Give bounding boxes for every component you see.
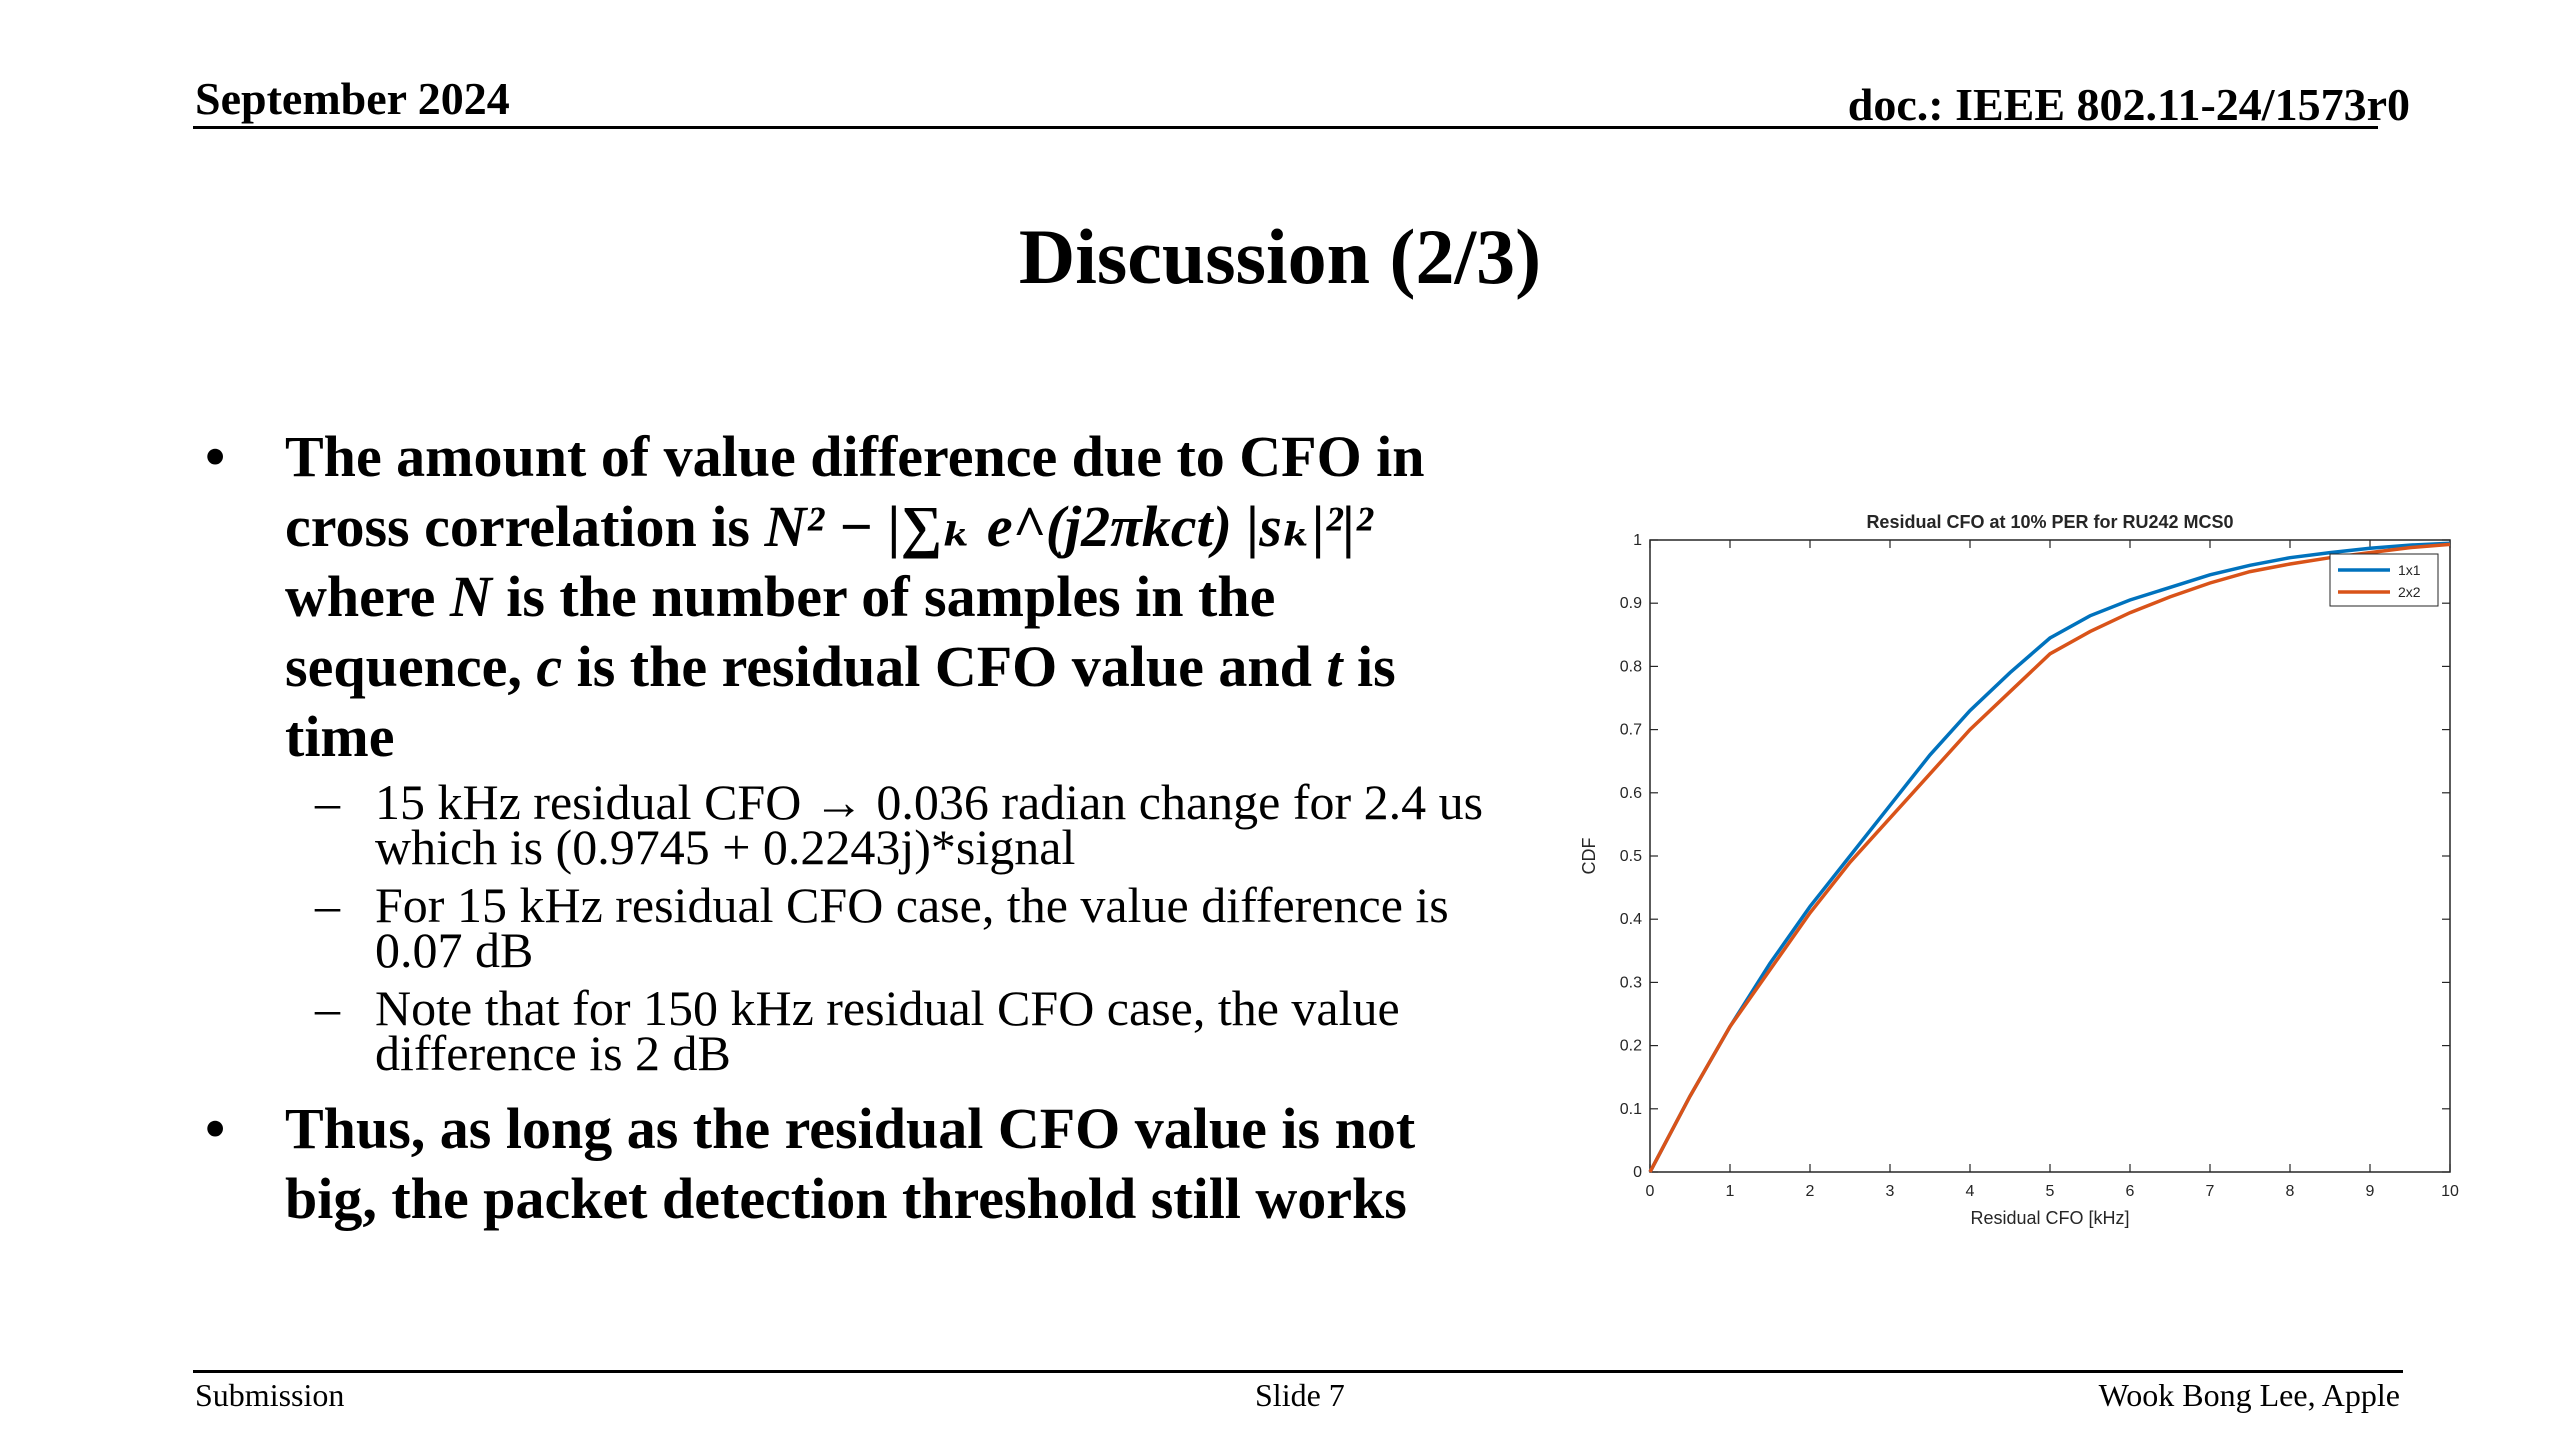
y-tick-label: 0.4 [1620, 911, 1642, 928]
y-tick-label: 0.7 [1620, 722, 1642, 739]
footer-author: Wook Bong Lee, Apple [2098, 1377, 2400, 1413]
bullet-1-var-t: t [1326, 634, 1343, 699]
bullet-dot: • [205, 1096, 226, 1161]
header-rule [193, 126, 2378, 129]
sub-bullet-2: – For 15 kHz residual CFO case, the value… [315, 877, 1505, 975]
x-tick-label: 2 [1806, 1183, 1815, 1200]
x-tick-label: 8 [2286, 1183, 2295, 1200]
chart-title: Residual CFO at 10% PER for RU242 MCS0 [1866, 512, 2233, 532]
slide-title: Discussion (2/3) [1018, 213, 1542, 300]
header-doc-id: doc.: IEEE 802.11-24/1573r0 [1847, 79, 2410, 130]
y-tick-label: 0.2 [1620, 1038, 1642, 1055]
bullet-1-var-c: c [536, 634, 563, 699]
bullet-2: • Thus, as long as the residual CFO valu… [205, 1094, 1505, 1234]
bullet-1-text: The amount of value difference due to CF… [285, 424, 1425, 559]
sub-bullet-2-text: For 15 kHz residual CFO case, the value … [375, 877, 1449, 978]
series-line-2x2 [1648, 542, 2451, 1173]
cdf-chart-svg: Residual CFO at 10% PER for RU242 MCS0 0 1… [1579, 512, 2459, 1228]
bullet-1-mid2: is the residual CFO value and [562, 634, 1327, 699]
x-tick-label: 1 [1726, 1183, 1735, 1200]
x-tick-label: 6 [2126, 1183, 2135, 1200]
y-tick-label: 0 [1633, 1164, 1642, 1181]
footer-slide-number: Slide 7 [1255, 1377, 1345, 1413]
bullet-1-where: where [285, 564, 450, 629]
sub-dash: – [315, 774, 340, 830]
y-tick-label: 0.9 [1620, 595, 1642, 612]
legend-label-2x2: 2x2 [2398, 584, 2421, 600]
y-axis-label: CDF [1579, 838, 1599, 875]
footer-rule [193, 1370, 2403, 1373]
x-tick-label: 9 [2366, 1183, 2375, 1200]
legend-box [2329, 553, 2439, 607]
sub-bullet-3: – Note that for 150 kHz residual CFO case… [315, 980, 1505, 1078]
sub-dash: – [315, 980, 340, 1036]
y-tick-label: 0.3 [1620, 974, 1642, 991]
footer-submission: Submission [195, 1377, 345, 1413]
x-tick-label: 10 [2441, 1183, 2459, 1200]
sub-bullet-list: –15 kHz residual CFO → 0.036 radian chan… [315, 774, 1505, 1078]
header-date: September 2024 [195, 73, 510, 124]
sub-bullet-3-text: Note that for 150 kHz residual CFO case,… [375, 980, 1400, 1081]
y-tick-label: 0.5 [1620, 848, 1642, 865]
bullet-1-var-n: N [449, 564, 492, 629]
x-axis-label: Residual CFO [kHz] [1970, 1208, 2129, 1228]
x-tick-label: 4 [1966, 1183, 1975, 1200]
sub-dash: – [315, 877, 340, 933]
x-tick-label: 0 [1646, 1183, 1655, 1200]
bullet-1-end: is time [285, 634, 1396, 769]
bullet-2-text: Thus, as long as the residual CFO value … [285, 1096, 1416, 1231]
cdf-chart: Residual CFO at 10% PER for RU242 MCS0 0 1… [1560, 500, 2460, 1240]
x-tick-label: 5 [2046, 1183, 2055, 1200]
bullet-1: • The amount of value difference due to … [205, 422, 1505, 772]
legend-label-1x1: 1x1 [2398, 562, 2421, 578]
plot-area [1649, 539, 2451, 1173]
y-tick-label: 0.6 [1620, 785, 1642, 802]
sub-bullet-1-text: 15 kHz residual CFO → 0.036 radian chang… [375, 774, 1484, 875]
y-tick-label: 1 [1633, 532, 1642, 549]
series-line-1x1 [1648, 541, 2451, 1173]
bullet-1-mid: is the number of samples in the sequence… [285, 564, 1276, 699]
sub-bullet-1: –15 kHz residual CFO → 0.036 radian chan… [315, 774, 1505, 872]
y-tick-label: 0.8 [1620, 658, 1642, 675]
y-tick-label: 0.1 [1620, 1101, 1642, 1118]
bullet-1-formula: N² − |∑ₖ e^(j2πkct) |sₖ|²|² [764, 494, 1373, 559]
x-tick-label: 7 [2206, 1183, 2215, 1200]
bullet-dot: • [205, 424, 226, 489]
x-tick-label: 3 [1886, 1183, 1895, 1200]
slide-body: • The amount of value difference due to … [205, 422, 1505, 1234]
